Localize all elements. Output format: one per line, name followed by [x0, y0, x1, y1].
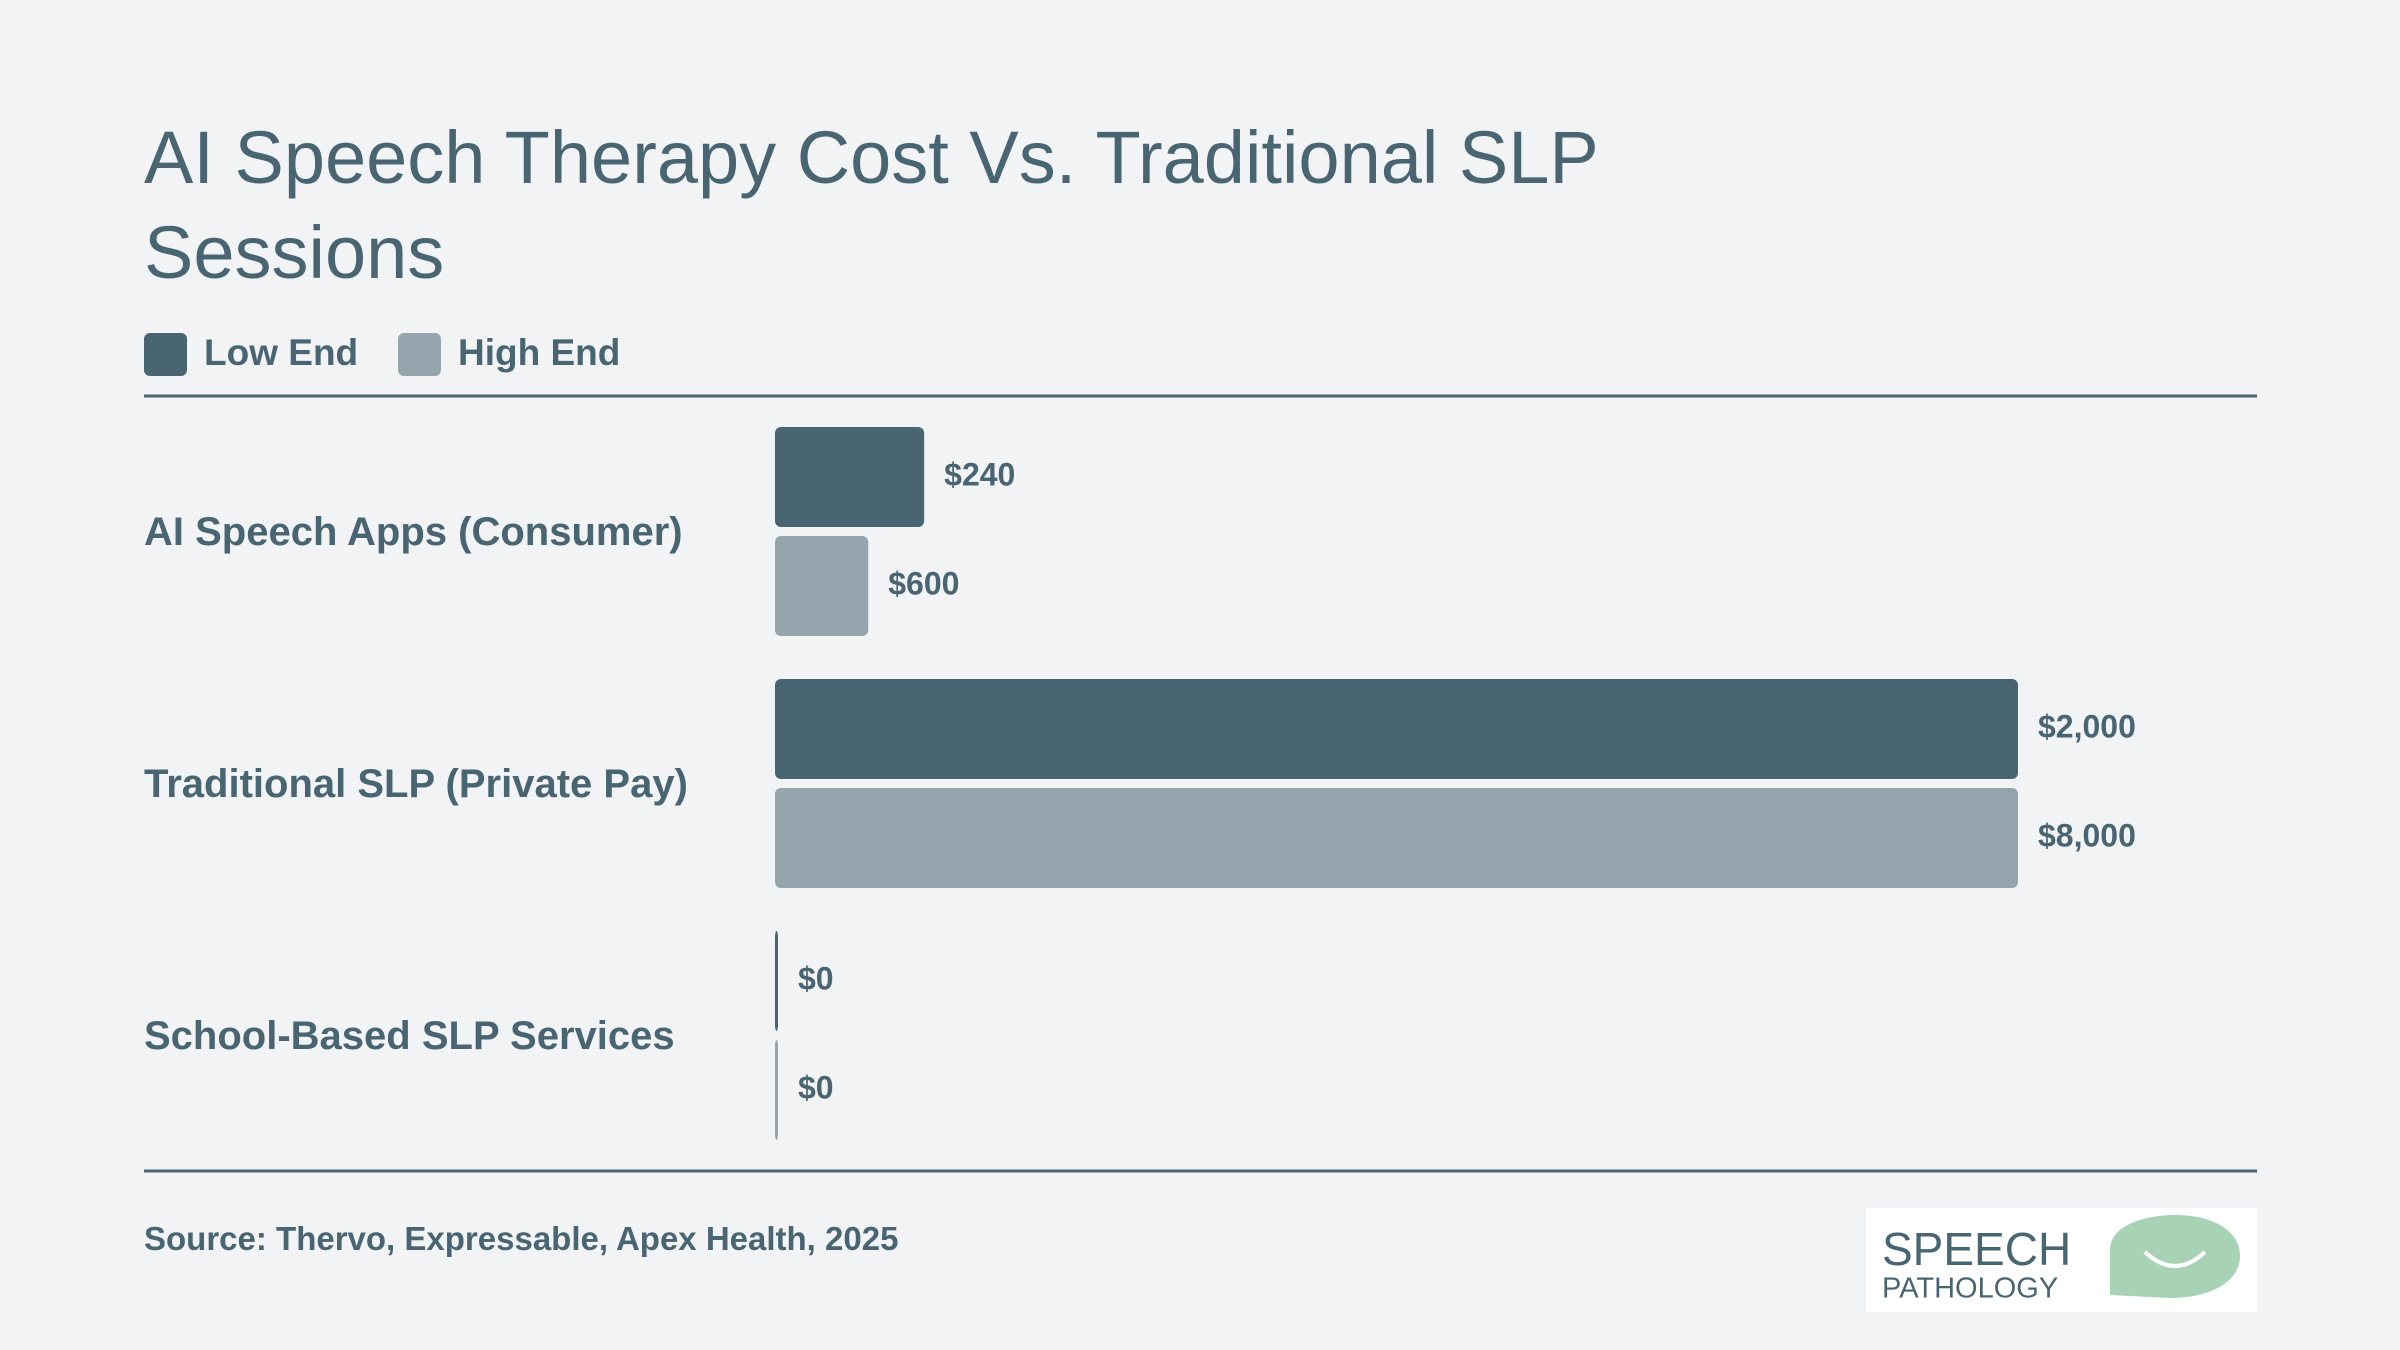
bar [775, 679, 2018, 779]
logo-text: SPEECH [1882, 1223, 2071, 1275]
value-label: $600 [888, 565, 959, 601]
bar [775, 536, 869, 636]
bar [775, 788, 2018, 888]
source: Source: Thervo, Expressable, Apex Health… [144, 1220, 899, 1257]
category-label: AI Speech Apps (Consumer) [144, 509, 683, 554]
logo-smile [2143, 1250, 2207, 1268]
logo-text: PATHOLOGY [1882, 1273, 2058, 1305]
value-label: $240 [944, 456, 1015, 492]
legend-swatch [144, 333, 187, 376]
value-label: $0 [798, 960, 834, 996]
logo-bubble [2110, 1215, 2240, 1298]
bar [775, 931, 778, 1031]
logo: SPEECH PATHOLOGY [1866, 1208, 2257, 1312]
chart-title: AI Speech Therapy Cost Vs. Traditional S… [144, 116, 1598, 294]
category-label: School-Based SLP Services [144, 1013, 675, 1058]
bar [775, 1040, 778, 1140]
bar [775, 427, 925, 527]
value-label: $8,000 [2038, 817, 2136, 853]
legend-swatch [398, 333, 441, 376]
value-label: $0 [798, 1069, 834, 1105]
category-label: Traditional SLP (Private Pay) [144, 761, 688, 806]
value-label: $2,000 [2038, 708, 2136, 744]
legend-label: Low End [204, 332, 359, 373]
legend-label: High End [458, 332, 621, 373]
